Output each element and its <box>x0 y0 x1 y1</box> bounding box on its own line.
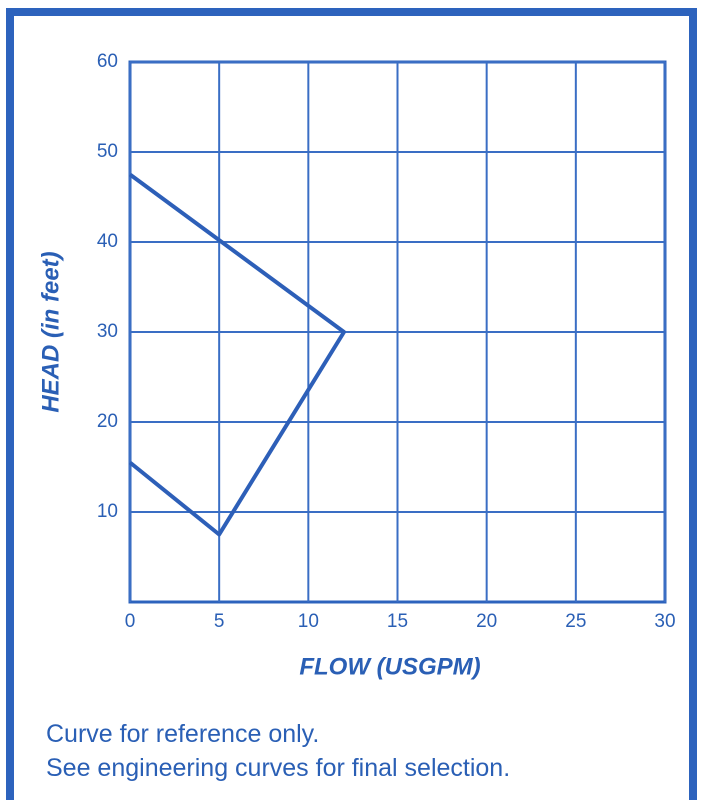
note: See engineering curves for final selecti… <box>46 754 510 782</box>
y-tick-label: 30 <box>97 321 118 342</box>
y-tick-label: 50 <box>97 141 118 162</box>
x-axis-title: FLOW (USGPM) <box>299 653 480 680</box>
curve <box>128 172 346 537</box>
y-tick-label: 10 <box>97 501 118 522</box>
x-tick-label: 5 <box>214 611 225 632</box>
y-tick-label: 20 <box>97 411 118 432</box>
note: Curve for reference only. <box>46 720 319 748</box>
y-axis-title: HEAD (in feet) <box>37 251 64 412</box>
x-tick-label: 0 <box>125 611 136 632</box>
x-tick-label: 25 <box>565 611 586 632</box>
x-tick-label: 30 <box>654 611 675 632</box>
frame <box>6 8 697 800</box>
x-tick-label: 15 <box>387 611 408 632</box>
y-tick-label: 40 <box>97 231 118 252</box>
y-tick-label: 60 <box>97 51 118 72</box>
x-tick-label: 20 <box>476 611 497 632</box>
x-tick-label: 10 <box>298 611 319 632</box>
